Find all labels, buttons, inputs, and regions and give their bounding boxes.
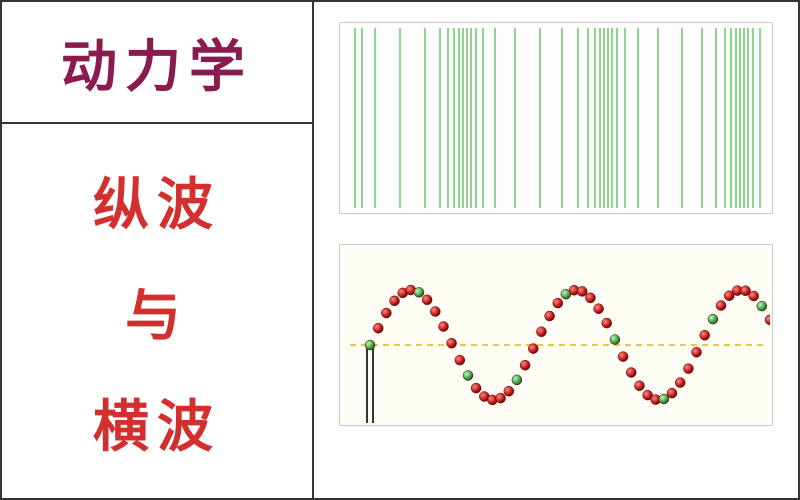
wave-particle	[430, 307, 440, 317]
wave-particle	[716, 301, 726, 311]
wave-particle	[373, 323, 383, 333]
wave-particle	[757, 301, 767, 311]
wave-particle	[455, 355, 465, 365]
wave-particle	[602, 318, 612, 328]
wave-particle	[577, 286, 587, 296]
wave-particle	[585, 293, 595, 303]
longitudinal-wave-diagram	[339, 22, 773, 214]
wave-particle	[381, 308, 391, 318]
wave-particle	[447, 338, 457, 348]
wave-particle	[765, 315, 770, 325]
wave-particle	[545, 311, 555, 321]
wave-particle	[618, 352, 628, 362]
wave-particle	[683, 364, 693, 374]
subtitle-box: 纵波 与 横波	[2, 124, 312, 498]
title-box: 动力学	[2, 2, 312, 124]
transverse-wave-diagram	[339, 244, 773, 426]
wave-particle	[471, 383, 481, 393]
wave-particle	[634, 381, 644, 391]
wave-particle	[553, 298, 563, 308]
wave-particle	[463, 371, 473, 381]
right-panel	[314, 2, 798, 498]
wave-particle	[390, 296, 400, 306]
transverse-svg	[340, 245, 770, 425]
subtitle-line-3: 横波	[93, 382, 221, 463]
wave-particle	[512, 375, 522, 385]
wave-particle	[520, 360, 530, 370]
main-container: 动力学 纵波 与 横波	[0, 0, 800, 500]
wave-particle	[504, 386, 514, 396]
subtitle-line-1: 纵波	[93, 160, 221, 241]
left-panel: 动力学 纵波 与 横波	[2, 2, 314, 498]
wave-particle	[749, 291, 759, 301]
wave-particle	[675, 378, 685, 388]
wave-particle	[439, 322, 449, 332]
wave-particle	[536, 327, 546, 337]
wave-particle	[528, 344, 538, 354]
wave-particle	[708, 314, 718, 324]
wave-particle	[700, 330, 710, 340]
wave-particle	[422, 295, 432, 305]
title-text: 动力学	[61, 22, 253, 103]
wave-particle	[414, 287, 424, 297]
longitudinal-svg	[340, 23, 770, 213]
wave-particle	[365, 340, 375, 350]
wave-particle	[667, 388, 677, 398]
wave-particle	[610, 335, 620, 345]
subtitle-line-2: 与	[125, 271, 189, 352]
wave-particle	[594, 304, 604, 314]
wave-particle	[626, 368, 636, 378]
wave-particle	[692, 347, 702, 357]
wave-particle	[496, 393, 506, 403]
